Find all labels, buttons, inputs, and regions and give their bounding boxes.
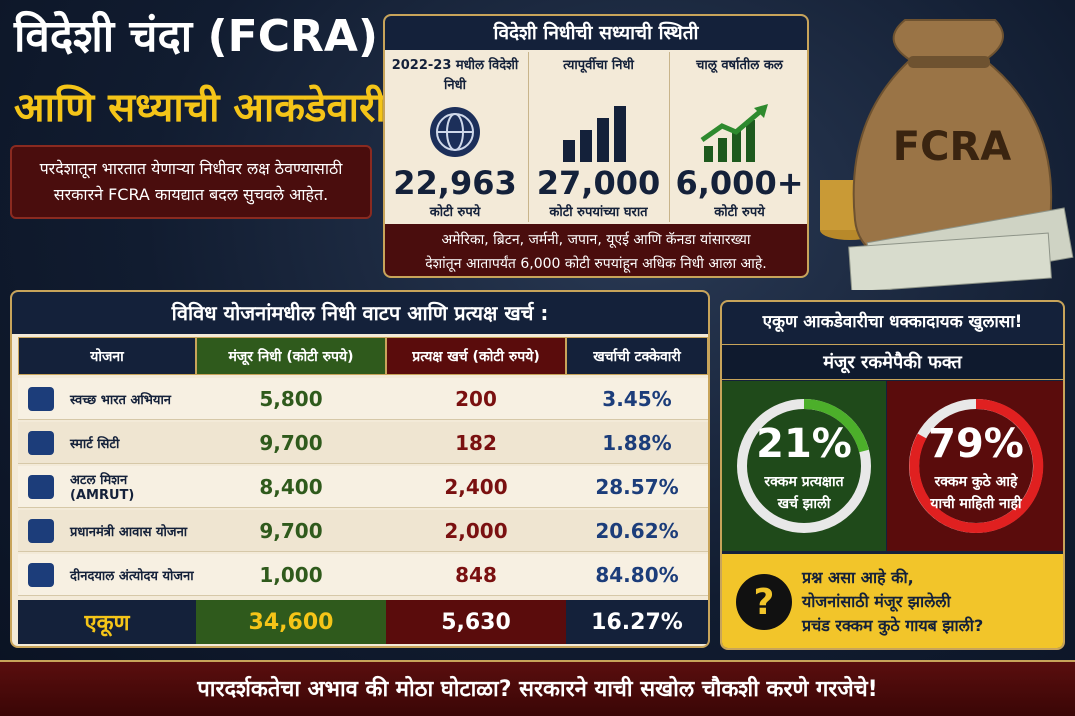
table-cell: 848	[386, 554, 566, 596]
column-header: मंजूर निधी (कोटी रुपये)	[196, 337, 386, 375]
allocation-table: विविध योजनांमधील निधी वाटप आणि प्रत्यक्ष…	[10, 290, 710, 648]
globe-icon	[430, 107, 480, 157]
stat-label: चालू वर्षातील कल	[696, 58, 783, 73]
total-cell: 5,630	[386, 600, 566, 644]
note-box: अमेरिका, ब्रिटन, जर्मनी, जपान, यूएई आणि …	[385, 224, 807, 276]
title: आणि सध्याची आकडेवारी	[14, 85, 386, 131]
scheme-icon	[28, 563, 54, 587]
status-panel: विदेशी निधीची सध्याची स्थिती 2022-23 मधी…	[383, 14, 809, 278]
line: याची माहिती नाही	[930, 496, 1022, 512]
scheme-icon	[28, 431, 54, 455]
stat-value: 22,963	[393, 164, 517, 202]
panel-title: विदेशी निधीची सध्याची स्थिती	[385, 16, 807, 50]
stat-card: 2022-23 मधील विदेशी निधी 22,963 कोटी रुप…	[385, 52, 525, 222]
panel-title: एकूण आकडेवारीचा धक्कादायक खुलासा!	[762, 312, 1023, 332]
table-title: विविध योजनांमधील निधी वाटप आणि प्रत्यक्ष…	[12, 292, 708, 334]
bag-label: FCRA	[893, 124, 1011, 170]
scheme-icon	[28, 475, 54, 499]
ring	[737, 399, 871, 533]
circle-card: 21% रक्कम प्रत्यक्षात खर्च झाली	[722, 381, 886, 551]
table-cell: 1,000	[196, 554, 386, 596]
percent: 21%	[756, 421, 852, 467]
line: रक्कम प्रत्यक्षात	[764, 474, 844, 490]
stat-label: 2022-23 मधील विदेशी निधी	[391, 58, 519, 93]
total-cell: एकूण	[18, 600, 196, 644]
stat-value: 27,000	[536, 164, 661, 202]
scheme-icon	[28, 387, 54, 411]
table-cell: 200	[386, 378, 566, 420]
line: प्रश्न असा आहे की,	[802, 568, 914, 587]
table-cell: 3.45%	[566, 378, 708, 420]
table-cell: 2,000	[386, 510, 566, 552]
subtitle-box: परदेशातून भारतात येणाऱ्या निधीवर लक्ष ठे…	[10, 145, 372, 219]
line: रक्कम कुठे आहे	[934, 474, 1018, 490]
circle-card: 79% रक्कम कुठे आहे याची माहिती नाही	[887, 381, 1063, 551]
table-cell: 9,700	[196, 510, 386, 552]
table-cell: 5,800	[196, 378, 386, 420]
footer: पारदर्शकतेचा अभाव की मोठा घोटाळा? सरकारन…	[0, 660, 1075, 716]
line: खर्च झाली	[777, 496, 831, 512]
question-box: ? प्रश्न असा आहे की, योजनांसाठी मंजूर झा…	[722, 554, 1063, 648]
bars-icon	[563, 106, 626, 162]
table-cell: 8,400	[196, 466, 386, 508]
circle-text: रक्कम प्रत्यक्षात खर्च झाली	[742, 471, 866, 515]
scheme-icon	[28, 519, 54, 543]
table-cell: 1.88%	[566, 422, 708, 464]
note-line: देशांतून आतापर्यंत 6,000 कोटी रुपयांहून …	[425, 256, 767, 272]
circle-text: रक्कम कुठे आहे याची माहिती नाही	[907, 471, 1045, 515]
column-header: प्रत्यक्ष खर्च (कोटी रुपये)	[386, 337, 566, 375]
stat-card: त्यापूर्वीचा निधी 27,000 कोटी रुपयांच्या…	[528, 52, 668, 222]
stat-unit: कोटी रुपयांच्या घरात	[549, 205, 648, 220]
total-cell: 34,600	[196, 600, 386, 644]
stat-value: 6,000+	[675, 164, 804, 202]
stat-unit: कोटी रुपये	[714, 205, 765, 220]
table-cell: 182	[386, 422, 566, 464]
question-icon: ?	[736, 574, 792, 630]
title: विदेशी चंदा (FCRA)	[14, 11, 379, 62]
note-line: अमेरिका, ब्रिटन, जर्मनी, जपान, यूएई आणि …	[441, 232, 751, 248]
table-cell: 2,400	[386, 466, 566, 508]
table-cell: 9,700	[196, 422, 386, 464]
percent: 79%	[928, 421, 1024, 467]
table-cell: 20.62%	[566, 510, 708, 552]
column-header: खर्चाची टक्केवारी	[566, 337, 708, 375]
scheme-name: स्मार्ट सिटी	[18, 422, 196, 464]
svg-text:?: ?	[754, 582, 775, 623]
question-text: प्रश्न असा आहे की, योजनांसाठी मंजूर झाले…	[802, 566, 1055, 638]
column-header: योजना	[18, 337, 196, 375]
line: योजनांसाठी मंजूर झालेली	[802, 592, 951, 611]
stat-card: चालू वर्षातील कल 6,000+ कोटी रुपये	[669, 52, 807, 222]
subtitle-line: परदेशातून भारतात येणाऱ्या निधीवर लक्ष ठे…	[39, 159, 343, 178]
table-cell: 84.80%	[566, 554, 708, 596]
total-cell: 16.27%	[566, 600, 708, 644]
table-cell: 28.57%	[566, 466, 708, 508]
scheme-name: प्रधानमंत्री आवास योजना	[18, 510, 196, 552]
money-bag-illustration: FCRA	[820, 19, 1074, 290]
stat-unit: कोटी रुपये	[429, 205, 481, 220]
trend-icon	[700, 104, 768, 162]
stat-label: त्यापूर्वीचा निधी	[563, 58, 634, 73]
panel-subtitle: मंजूर रकमेपैकी फक्त	[722, 344, 1063, 380]
summary-panel: एकूण आकडेवारीचा धक्कादायक खुलासा! मंजूर …	[720, 300, 1065, 650]
ring	[909, 398, 1044, 533]
subtitle-line: सरकारने FCRA कायद्यात बदल सुचवले आहेत.	[53, 185, 329, 204]
line: प्रचंड रक्कम कुठे गायब झाली?	[802, 616, 984, 635]
